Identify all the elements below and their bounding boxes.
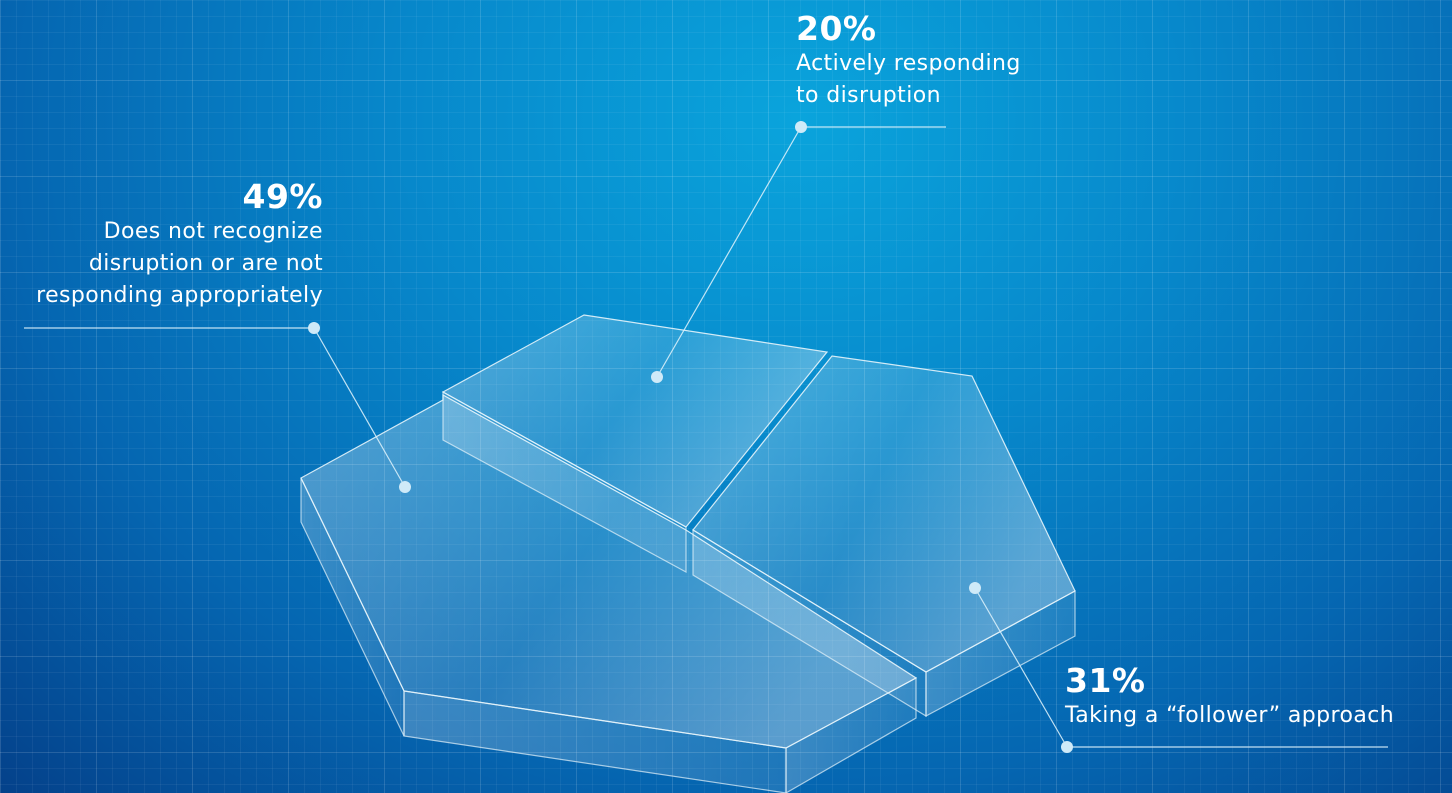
slice-label-31: 31% Taking a “follower” approach bbox=[1065, 662, 1445, 732]
slice-label-49: 49% Does not recognize disruption or are… bbox=[0, 178, 323, 312]
leader-dot-slice-49 bbox=[399, 481, 411, 493]
leader-line-20 bbox=[656, 126, 802, 378]
leader-line-31 bbox=[974, 587, 1068, 748]
leader-dot-slice-20 bbox=[651, 371, 663, 383]
slice-description-49: Does not recognize disruption or are not… bbox=[36, 219, 323, 308]
pie-slice-20 bbox=[441, 314, 829, 574]
pie-slice-31-top bbox=[692, 355, 1076, 673]
slice-percent-31: 31% bbox=[1065, 661, 1146, 700]
slice-percent-49: 49% bbox=[242, 177, 323, 216]
pie-slice-31 bbox=[692, 355, 1076, 718]
leader-line-49 bbox=[313, 327, 406, 488]
slice-percent-20: 20% bbox=[796, 9, 877, 48]
leader-dot-label-31 bbox=[1061, 741, 1073, 753]
pie-slice-20-top bbox=[441, 314, 829, 528]
slice-description-20: Actively responding to disruption bbox=[796, 51, 1021, 108]
slice-label-20: 20% Actively responding to disruption bbox=[796, 10, 1096, 112]
pie-slice-49 bbox=[300, 393, 918, 793]
leader-dot-label-49 bbox=[308, 322, 320, 334]
leader-dot-slice-31 bbox=[969, 582, 981, 594]
leader-dot-label-20 bbox=[795, 121, 807, 133]
slice-description-31: Taking a “follower” approach bbox=[1065, 703, 1395, 728]
